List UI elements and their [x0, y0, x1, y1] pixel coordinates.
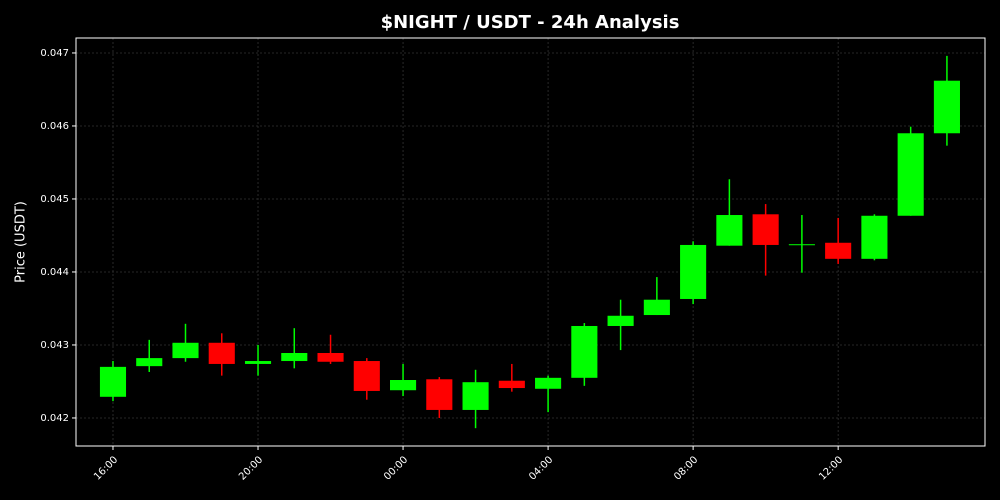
candle-body: [643, 299, 670, 316]
candle-body: [208, 342, 235, 364]
candle-body: [426, 379, 453, 410]
candle-body: [462, 382, 489, 410]
candle-body: [281, 352, 308, 362]
y-tick-label: 0.042: [40, 413, 69, 424]
candle-body: [933, 80, 960, 134]
candle-body: [897, 133, 924, 216]
x-tick-label: 16:00: [92, 454, 120, 482]
y-tick-label: 0.045: [40, 194, 69, 205]
x-tick-label: 00:00: [382, 454, 410, 482]
candle-body: [607, 315, 634, 326]
y-tick-label: 0.046: [40, 121, 69, 132]
y-tick-label: 0.044: [40, 267, 69, 278]
y-axis-label: Price (USDT): [14, 201, 29, 283]
x-tick-label: 20:00: [237, 454, 265, 482]
candle-body: [716, 215, 743, 246]
x-tick-label: 04:00: [527, 454, 555, 482]
candle-body: [680, 244, 707, 299]
y-tick-label: 0.043: [40, 340, 69, 351]
candle-body: [389, 380, 417, 391]
candle-body: [861, 215, 888, 259]
candle-body: [498, 380, 525, 389]
candle-body: [825, 242, 852, 259]
plot-frame: [75, 37, 986, 447]
candle-body: [172, 342, 199, 359]
candle-body: [535, 377, 562, 389]
candle-body: [136, 358, 163, 367]
x-tick-label: 08:00: [672, 454, 700, 482]
candle-body: [752, 214, 779, 245]
candle-body: [99, 366, 127, 397]
candle-body: [353, 361, 380, 391]
candle-body: [571, 325, 598, 378]
chart-title: $NIGHT / USDT - 24h Analysis: [381, 12, 680, 33]
candle-body: [244, 361, 272, 364]
y-tick-label: 0.047: [40, 48, 69, 59]
candle-body: [317, 352, 344, 362]
candle-body: [788, 244, 815, 246]
x-tick-label: 12:00: [817, 454, 845, 482]
